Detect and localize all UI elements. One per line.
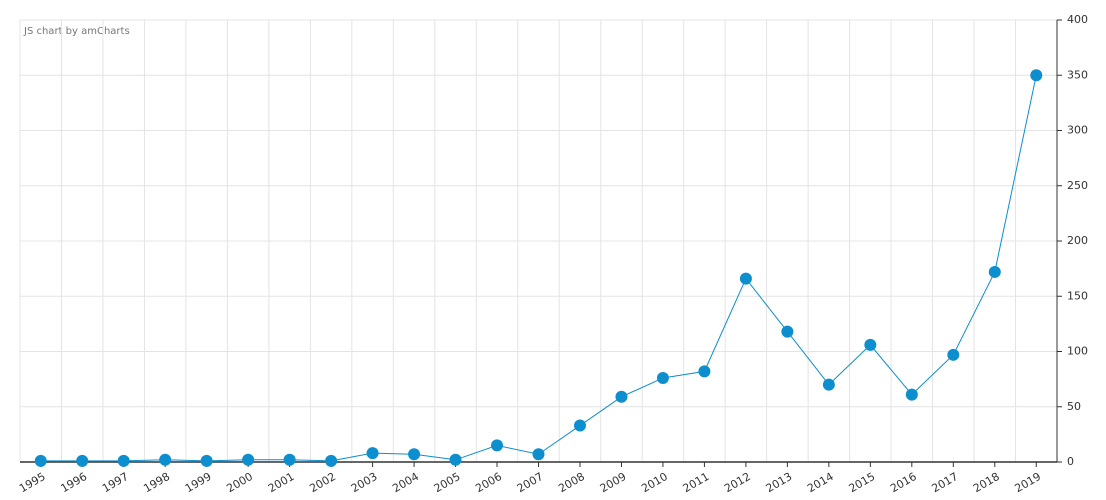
x-tick-label: 2007 — [515, 470, 546, 495]
x-tick-label: 2019 — [1013, 470, 1044, 495]
point — [159, 453, 172, 466]
y-tick-label: 100 — [1067, 345, 1088, 358]
point — [325, 454, 338, 467]
point — [283, 453, 296, 466]
x-tick-label: 1995 — [17, 470, 48, 495]
x-tick-label: 2000 — [224, 470, 255, 495]
point — [242, 453, 255, 466]
point — [864, 338, 877, 351]
y-tick-label: 300 — [1067, 124, 1088, 137]
point — [905, 388, 918, 401]
y-tick-label: 350 — [1067, 68, 1088, 81]
x-tick-label: 2013 — [764, 470, 795, 495]
point — [491, 439, 504, 452]
x-tick-label: 2002 — [307, 470, 338, 495]
x-tick-label: 2016 — [888, 470, 919, 495]
x-tick-label: 1999 — [183, 470, 214, 495]
y-tick-label: 200 — [1067, 234, 1088, 247]
point — [698, 365, 711, 378]
point — [822, 378, 835, 391]
point — [615, 390, 628, 403]
point — [532, 448, 545, 461]
series-line — [40, 75, 1037, 462]
y-tick-label: 250 — [1067, 179, 1088, 192]
x-tick-label: 1996 — [58, 470, 89, 495]
x-tick-label: 2005 — [432, 470, 463, 495]
x-tick-label: 1997 — [100, 470, 131, 495]
point — [76, 454, 89, 467]
point — [573, 419, 586, 432]
x-tick-label: 2004 — [390, 470, 421, 495]
credit: JS chart by amCharts — [23, 26, 130, 37]
point — [200, 454, 213, 467]
point — [117, 454, 130, 467]
x-tick-label: 2003 — [349, 470, 380, 495]
point — [34, 454, 47, 467]
point — [988, 265, 1001, 278]
x-tick-label: 2010 — [639, 470, 670, 495]
y-tick-label: 400 — [1067, 13, 1088, 26]
y-tick-label: 50 — [1067, 400, 1081, 413]
point — [739, 272, 752, 285]
y-tick-label: 0 — [1067, 455, 1074, 468]
point — [656, 372, 669, 385]
x-tick-label: 2006 — [473, 470, 504, 495]
x-tick-label: 2015 — [847, 470, 878, 495]
x-tick-label: 2014 — [805, 470, 836, 495]
x-tick-label: 1998 — [141, 470, 172, 495]
x-tick-label: 2012 — [722, 470, 753, 495]
point — [408, 448, 421, 461]
point — [1030, 69, 1043, 82]
x-tick-label: 2001 — [266, 470, 297, 495]
point — [449, 453, 462, 466]
point — [781, 325, 794, 338]
x-tick-label: 2017 — [930, 470, 961, 495]
point — [947, 348, 960, 361]
x-tick-label: 2008 — [556, 470, 587, 495]
x-tick-label: 2018 — [971, 470, 1002, 495]
x-tick-label: 2009 — [598, 470, 629, 495]
x-tick-label: 2011 — [681, 470, 712, 495]
y-tick-label: 150 — [1067, 289, 1088, 302]
point — [366, 447, 379, 460]
